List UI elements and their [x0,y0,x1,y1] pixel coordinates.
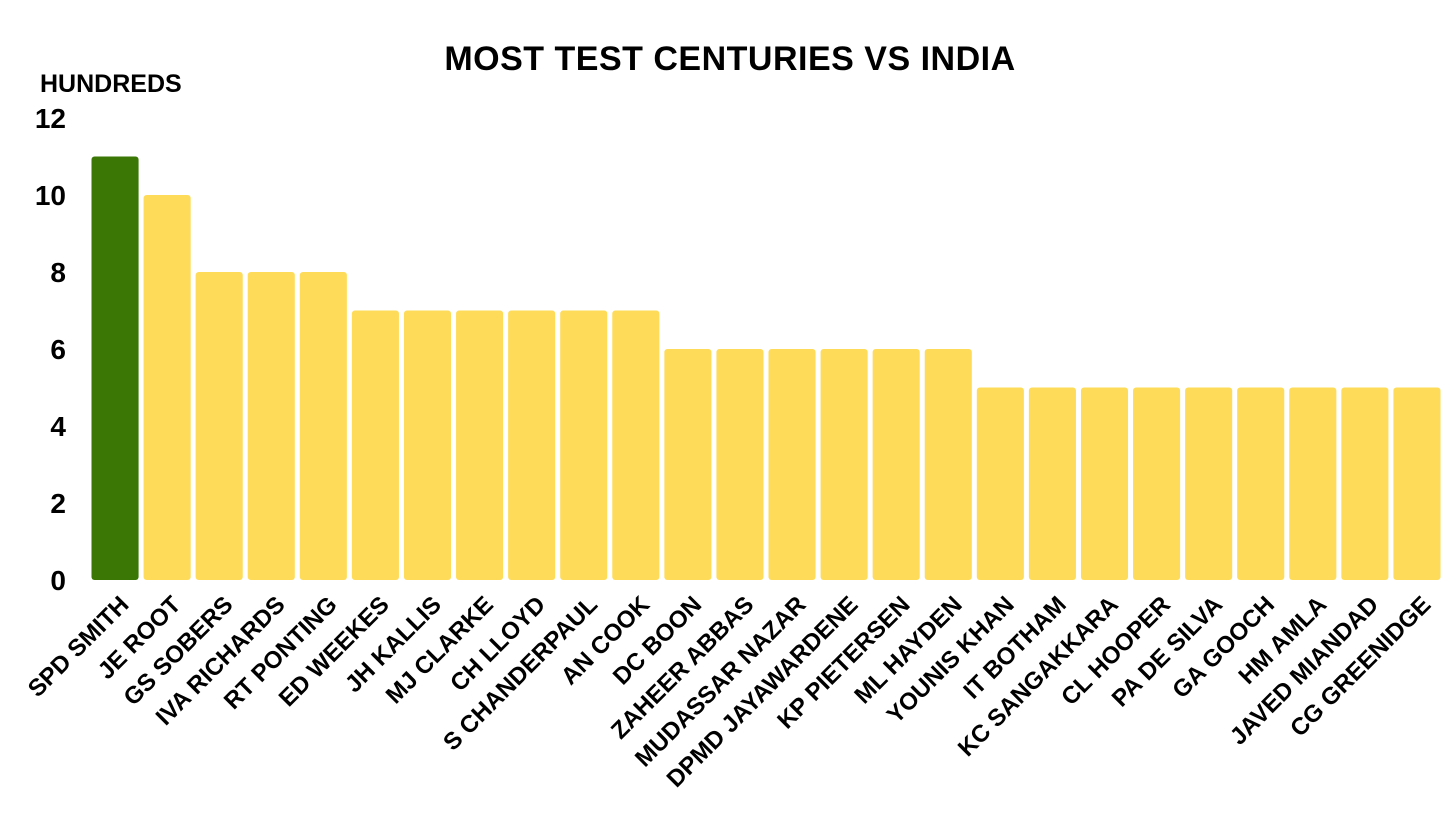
bar [143,195,191,580]
bars [91,156,1441,580]
y-tick-label: 4 [50,411,66,442]
bar [976,387,1024,580]
bar [612,310,660,580]
bar [508,310,556,580]
bar [1028,387,1076,580]
bar [716,349,764,580]
bar [1237,387,1285,580]
y-tick-label: 12 [35,103,66,134]
y-tick-label: 0 [50,565,66,596]
y-tick-label: 8 [50,257,66,288]
chart-title: MOST TEST CENTURIES VS INDIA [444,40,1015,78]
bar [924,349,972,580]
bar [91,156,139,580]
bar [1185,387,1233,580]
bar [1341,387,1389,580]
bar [1080,387,1129,580]
bar [351,310,399,580]
bar [403,310,452,580]
bar [247,272,295,580]
y-axis-ticks: 0 2 4 6 8 10 12 [35,103,67,596]
bar [768,349,816,580]
y-tick-label: 2 [50,488,66,519]
y-tick-label: 10 [35,180,66,211]
y-axis-label: HUNDREDS [40,70,182,98]
bar [299,272,347,580]
bar [456,310,504,580]
y-tick-label: 6 [50,334,66,365]
bar [195,272,243,580]
bar [664,349,712,580]
bar [1133,387,1181,580]
bar [560,310,608,580]
bar [872,349,920,580]
bar [1393,387,1441,580]
bar [820,349,868,580]
bar [1289,387,1337,580]
